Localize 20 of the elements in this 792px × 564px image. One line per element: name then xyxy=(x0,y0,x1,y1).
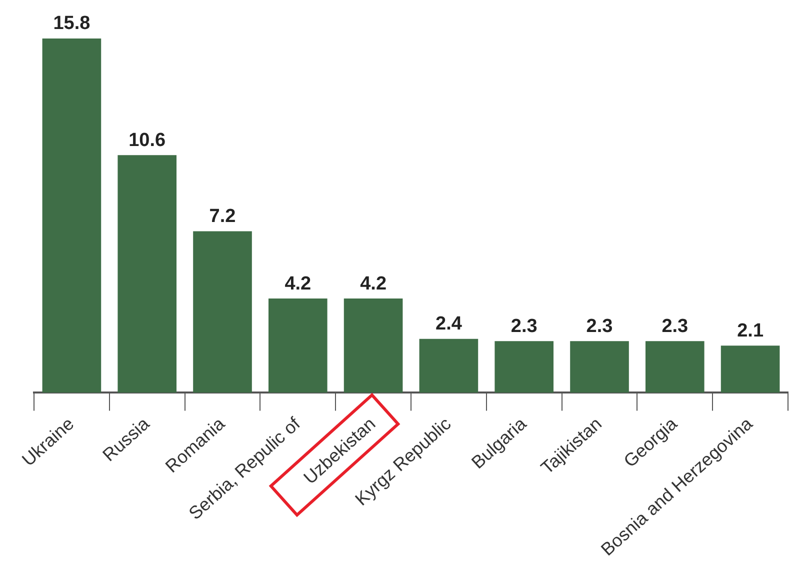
bar xyxy=(419,338,478,393)
bar xyxy=(268,298,328,393)
data-label: 2.3 xyxy=(510,316,538,337)
data-label: 15.8 xyxy=(53,13,90,34)
data-label: 7.2 xyxy=(209,206,236,228)
bar xyxy=(570,341,629,393)
data-label: 4.2 xyxy=(284,273,312,294)
bar xyxy=(645,341,704,393)
data-label: 2.3 xyxy=(586,316,613,337)
bar xyxy=(344,298,403,393)
bar xyxy=(118,155,177,393)
data-label: 2.4 xyxy=(435,314,462,335)
bar xyxy=(494,341,554,393)
data-label: 4.2 xyxy=(360,273,387,294)
data-label: 2.3 xyxy=(662,316,688,337)
data-label: 10.6 xyxy=(128,130,166,151)
data-label: 2.1 xyxy=(737,320,764,342)
bar xyxy=(193,231,252,393)
bar xyxy=(42,38,102,393)
bar xyxy=(720,346,780,393)
